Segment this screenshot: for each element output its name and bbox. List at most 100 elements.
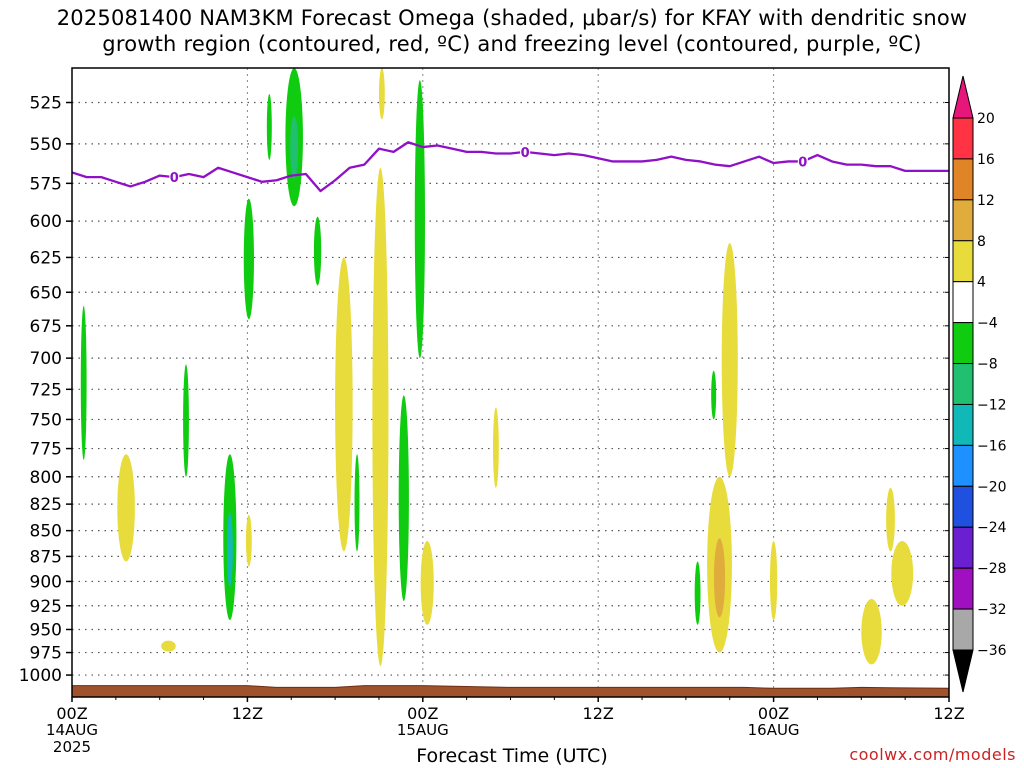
chart-title-line-2: growth region (contoured, red, ºC) and f… [102, 32, 922, 56]
omega-core [226, 512, 233, 587]
omega-core [290, 116, 299, 179]
colorbar-bin [952, 281, 974, 324]
y-tick-label: 850 [30, 522, 62, 542]
colorbar-top-arrow [952, 75, 974, 119]
x-tick-date-label: 15AUG [397, 721, 449, 739]
terrain-ground [72, 685, 949, 697]
y-tick-label: 675 [30, 317, 62, 337]
y-tick-label: 950 [30, 620, 62, 640]
y-tick-label: 600 [30, 212, 62, 232]
colorbar-bin [952, 403, 974, 446]
x-tick-label: 12Z [583, 704, 614, 723]
x-tick-date-label: 14AUG [46, 721, 98, 739]
omega-upward-cell [313, 216, 322, 286]
colorbar-label: −32 [977, 602, 1007, 618]
y-tick-label: 725 [30, 380, 62, 400]
colorbar-label: −8 [977, 357, 998, 373]
colorbar-bin [952, 485, 974, 528]
x-tick-label: 00Z [758, 704, 789, 723]
omega-downward-cell [886, 487, 895, 552]
contour-label-bg [797, 154, 808, 169]
omega-downward-cell [335, 257, 353, 552]
colorbar-bin [952, 158, 974, 201]
freezing-level-label: 0 [798, 155, 807, 170]
contour-label-bg [520, 144, 531, 159]
omega-upward-cell [266, 94, 272, 160]
omega-upward-cell [243, 198, 254, 320]
x-tick-date-label: 2025 [53, 738, 91, 756]
colorbar-label: −28 [977, 561, 1007, 577]
colorbar-bin [952, 117, 974, 160]
omega-downward-cell [245, 514, 252, 567]
x-tick-label: 12Z [933, 704, 964, 723]
freezing-level-label: 0 [521, 146, 530, 161]
y-tick-label: 650 [30, 283, 62, 303]
omega-downward-cell [372, 167, 389, 667]
omega-upward-cell [183, 364, 189, 477]
x-tick-date-label: 16AUG [748, 721, 800, 739]
colorbar-bin [952, 240, 974, 283]
y-tick-label: 1000 [19, 666, 62, 686]
y-tick-label: 750 [30, 410, 62, 430]
omega-upward-cell [80, 305, 87, 460]
omega-downward-cell [769, 541, 778, 621]
y-tick-label: 875 [30, 547, 62, 567]
colorbar-label: −36 [977, 643, 1007, 659]
omega-upward-cell [711, 370, 717, 420]
colorbar-bottom-arrow [952, 649, 974, 693]
contour-label-bg [169, 170, 180, 185]
y-tick-label: 900 [30, 572, 62, 592]
freezing-level-line [71, 141, 949, 193]
y-tick-label: 800 [30, 468, 62, 488]
omega-core [713, 538, 726, 618]
omega-downward-cell [891, 541, 914, 606]
y-tick-label: 775 [30, 440, 62, 460]
omega-upward-cell [414, 80, 425, 359]
y-tick-label: 550 [30, 135, 62, 155]
y-tick-label: 575 [30, 174, 62, 194]
x-tick-label: 00Z [407, 704, 438, 723]
omega-upward-cell [398, 395, 409, 601]
omega-downward-cell [861, 599, 882, 665]
source-credit: coolwx.com/models [849, 745, 1016, 764]
colorbar-label: −4 [977, 316, 998, 332]
y-tick-label: 525 [30, 94, 62, 114]
omega-downward-cell [378, 68, 385, 120]
colorbar-label: −20 [977, 479, 1007, 495]
colorbar-label: 16 [977, 152, 995, 168]
x-tick-label: 12Z [232, 704, 263, 723]
colorbar-label: −12 [977, 397, 1007, 413]
omega-downward-cell [117, 454, 135, 562]
colorbar-bin [952, 322, 974, 365]
colorbar-bin [952, 567, 974, 610]
colorbar-bin [952, 608, 974, 651]
y-tick-label: 975 [30, 644, 62, 664]
y-tick-label: 625 [30, 248, 62, 268]
omega-upward-cell [354, 454, 360, 552]
omega-downward-cell [420, 541, 434, 625]
colorbar-label: 4 [977, 275, 986, 291]
omega-upward-cell [694, 561, 701, 625]
colorbar-bin [952, 199, 974, 242]
omega-downward-cell [161, 640, 176, 652]
x-tick-label: 00Z [56, 704, 87, 723]
colorbar-bin [952, 526, 974, 569]
y-tick-label: 825 [30, 495, 62, 515]
omega-downward-cell [721, 243, 738, 477]
chart-title-line-1: 2025081400 NAM3KM Forecast Omega (shaded… [56, 6, 968, 30]
colorbar-bin [952, 363, 974, 405]
colorbar-label: −16 [977, 438, 1007, 454]
colorbar-bin [952, 444, 974, 487]
colorbar-label: −24 [977, 520, 1007, 536]
omega-downward-cell [492, 407, 499, 488]
colorbar-label: 20 [977, 111, 995, 127]
y-tick-label: 925 [30, 597, 62, 617]
colorbar-label: 8 [977, 234, 986, 250]
plot-frame [71, 67, 950, 698]
colorbar-label: 12 [977, 193, 995, 209]
freezing-level-label: 0 [170, 171, 179, 186]
omega-shading [80, 68, 914, 667]
y-tick-label: 700 [30, 349, 62, 369]
x-axis-title: Forecast Time (UTC) [416, 745, 608, 767]
